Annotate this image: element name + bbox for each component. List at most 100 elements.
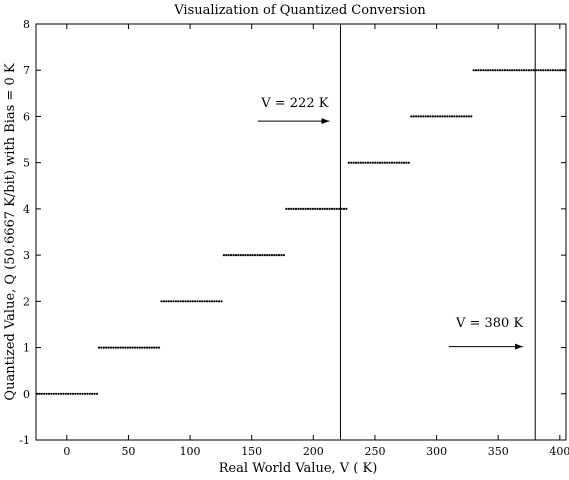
data-point xyxy=(292,207,295,210)
data-point xyxy=(388,161,391,164)
annotation-label: V = 222 K xyxy=(260,96,328,111)
data-point xyxy=(213,300,216,303)
data-point xyxy=(148,346,151,349)
data-point xyxy=(97,346,101,349)
data-point xyxy=(35,392,39,395)
data-point xyxy=(52,392,55,395)
data-point xyxy=(83,392,87,395)
data-point xyxy=(314,207,317,210)
data-point xyxy=(448,115,451,118)
data-point xyxy=(225,254,228,257)
data-point xyxy=(489,69,492,72)
data-point xyxy=(499,69,502,72)
data-point xyxy=(508,69,511,72)
data-point xyxy=(172,300,175,303)
data-point xyxy=(366,161,370,164)
data-point xyxy=(67,392,70,395)
data-point xyxy=(184,300,187,303)
data-point xyxy=(335,207,338,210)
data-point xyxy=(129,346,132,349)
data-point xyxy=(280,254,283,257)
data-point xyxy=(273,254,276,257)
data-point xyxy=(330,207,334,210)
data-point xyxy=(249,254,252,257)
data-point xyxy=(371,161,374,164)
x-tick-label: 350 xyxy=(488,445,509,458)
data-point xyxy=(350,161,353,164)
data-point xyxy=(131,346,134,349)
data-point xyxy=(431,115,434,118)
data-point xyxy=(510,69,514,72)
data-point xyxy=(251,254,254,257)
data-point xyxy=(525,69,528,72)
data-point xyxy=(165,300,168,303)
data-point xyxy=(297,207,300,210)
y-tick-label: 3 xyxy=(23,249,30,262)
data-point xyxy=(220,300,223,303)
data-point xyxy=(133,346,137,349)
data-point xyxy=(374,161,377,164)
data-point xyxy=(294,207,298,210)
data-point xyxy=(434,115,437,118)
data-point xyxy=(64,392,67,395)
data-point xyxy=(232,254,235,257)
data-point xyxy=(222,254,225,257)
data-point xyxy=(362,161,365,164)
data-point xyxy=(117,346,120,349)
data-point xyxy=(386,161,389,164)
data-point xyxy=(45,392,48,395)
data-point xyxy=(561,69,564,72)
y-axis-ticks: -1 0 1 2 3 4 5 6 7 8 xyxy=(19,18,566,447)
data-point xyxy=(321,207,324,210)
data-point xyxy=(412,115,415,118)
data-point xyxy=(463,115,466,118)
data-point xyxy=(107,346,110,349)
data-point xyxy=(285,207,288,210)
data-point xyxy=(121,346,125,349)
data-point xyxy=(523,69,526,72)
data-point xyxy=(141,346,144,349)
data-point xyxy=(369,161,372,164)
data-point xyxy=(323,207,326,210)
data-point xyxy=(282,254,285,257)
x-tick-label: 200 xyxy=(303,445,324,458)
data-point xyxy=(326,207,329,210)
data-point xyxy=(215,300,218,303)
data-point xyxy=(304,207,307,210)
data-point xyxy=(155,346,158,349)
data-point xyxy=(364,161,367,164)
data-point xyxy=(338,207,341,210)
data-point xyxy=(227,254,230,257)
y-tick-label: 4 xyxy=(23,203,30,216)
data-point xyxy=(95,392,99,395)
x-tick-label: 400 xyxy=(549,445,569,458)
data-point xyxy=(318,207,322,210)
y-tick-label: -1 xyxy=(19,434,30,447)
data-point xyxy=(328,207,331,210)
data-point xyxy=(501,69,504,72)
data-point xyxy=(439,115,442,118)
y-tick-label: 7 xyxy=(23,64,30,77)
data-point xyxy=(275,254,278,257)
data-point xyxy=(398,161,401,164)
data-point xyxy=(446,115,449,118)
data-point xyxy=(415,115,418,118)
data-point xyxy=(383,161,386,164)
data-point xyxy=(559,69,562,72)
data-point xyxy=(359,161,362,164)
data-point xyxy=(520,69,523,72)
data-point xyxy=(458,115,461,118)
data-point xyxy=(88,392,91,395)
data-point xyxy=(484,69,487,72)
data-point xyxy=(554,69,557,72)
data-point xyxy=(201,300,204,303)
data-point xyxy=(395,161,398,164)
data-point xyxy=(100,346,103,349)
data-point xyxy=(532,69,535,72)
data-point xyxy=(547,69,550,72)
data-point xyxy=(311,207,314,210)
data-point xyxy=(102,346,105,349)
data-point xyxy=(230,254,233,257)
data-point xyxy=(472,69,475,72)
data-point xyxy=(258,254,261,257)
